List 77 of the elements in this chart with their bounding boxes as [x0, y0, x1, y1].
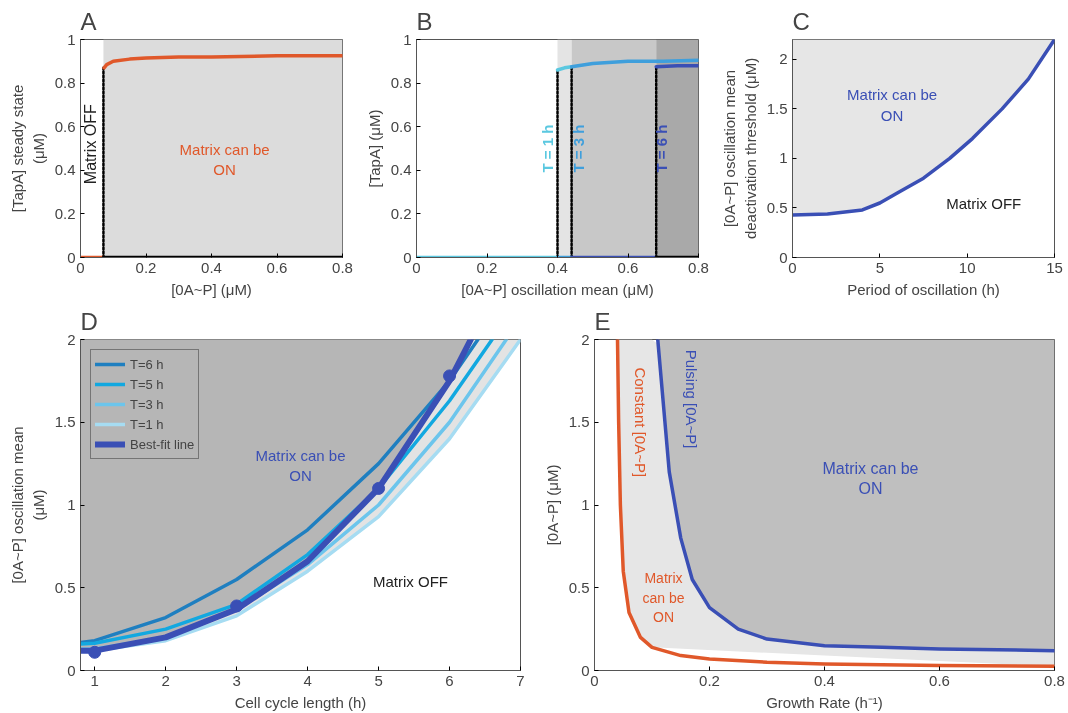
x-tick-label: 4	[303, 671, 312, 689]
legend-label: T=1 h	[130, 416, 164, 432]
y-tick-label: 0.2	[54, 204, 76, 222]
x-axis-title: [0A~P] (μM)	[171, 280, 252, 298]
x-tick-label: 0.8	[1044, 671, 1065, 689]
x-tick-label: 0.2	[476, 258, 498, 276]
x-tick-label: 15	[1046, 258, 1063, 276]
y-tick-label: 1	[581, 496, 590, 513]
y-tick-label: 0.4	[390, 161, 412, 179]
x-tick-label: 0.8	[688, 258, 709, 276]
y-axis-title: [TapA] (μM)	[365, 109, 383, 188]
y-axis-title: [0A~P] oscillation mean deactivation threshold (μM)	[721, 57, 759, 240]
x-tick-label: 0.6	[617, 258, 639, 276]
annotation: Matrix can be ON	[822, 459, 919, 498]
x-tick-label: 5	[875, 258, 885, 276]
y-tick-label: 1.5	[568, 413, 590, 431]
y-tick-label: 0.4	[54, 161, 76, 179]
x-tick-label: 0.6	[929, 671, 950, 689]
y-axis-title: [TapA] steady state (μM)	[9, 84, 47, 213]
legend-label: T=3 h	[130, 396, 164, 412]
x-tick-label: 0.6	[266, 258, 288, 276]
x-tick-label: 0.2	[699, 671, 720, 689]
x-tick-label: 7	[516, 671, 525, 689]
x-tick-label: 1	[90, 671, 99, 689]
x-axis-title: Growth Rate (h⁻¹)	[766, 693, 883, 711]
y-tick-label: 2	[581, 330, 590, 348]
annotation: Matrix can be ON	[179, 140, 270, 179]
y-tick-label: 1	[779, 149, 788, 167]
annotation: Matrix OFF	[373, 572, 448, 590]
x-tick-label: 5	[374, 671, 383, 689]
y-tick-label: 2	[67, 330, 76, 348]
chart-title: B	[416, 7, 433, 35]
legend-label: Best-fit line	[130, 436, 195, 452]
y-axis-title: [0A~P] (μM)	[543, 464, 561, 546]
x-axis-title: Period of oscillation (h)	[847, 280, 1000, 298]
x-tick-label: 0.4	[201, 258, 222, 276]
y-tick-label: 0.6	[54, 117, 76, 135]
x-tick-label: 0.4	[547, 258, 568, 276]
x-tick-label: 10	[958, 258, 976, 276]
annotation: Matrix OFF	[946, 194, 1022, 212]
chart-title: C	[792, 7, 810, 35]
text: Pulsing [0A~P]	[682, 349, 700, 449]
x-tick-label: 2	[161, 671, 170, 689]
annotation: Matrix can be ON	[642, 570, 685, 625]
y-tick-label: 0.5	[54, 578, 76, 596]
y-tick-label: 0.8	[390, 74, 412, 92]
y-tick-label: 0.5	[568, 578, 590, 596]
legend-label: T=6 h	[130, 356, 164, 372]
y-tick-label: 1	[67, 496, 76, 513]
x-tick-label: 0.4	[814, 671, 835, 689]
x-tick-label: 6	[445, 671, 454, 689]
y-tick-label: 0.6	[390, 117, 412, 135]
chart-title: A	[80, 7, 97, 35]
x-tick-label: 0.2	[135, 258, 157, 276]
text: T = 3 h	[570, 124, 588, 173]
x-tick-label: 3	[232, 671, 241, 689]
x-axis-title: Cell cycle length (h)	[234, 693, 367, 711]
text: T = 6 h	[653, 124, 671, 173]
y-tick-label: 1.5	[54, 413, 76, 431]
x-axis-title: [0A~P] oscillation mean (μM)	[461, 280, 654, 298]
text: T = 1 h	[539, 124, 557, 173]
legend-label: T=5 h	[130, 376, 164, 392]
chart-title: E	[594, 307, 611, 335]
text: Constant [0A~P]	[632, 367, 649, 478]
y-tick-label: 0.5	[766, 198, 788, 216]
y-tick-label: 0.2	[390, 204, 412, 222]
y-tick-label: 1	[403, 30, 412, 48]
y-tick-label: 1	[67, 30, 76, 48]
annotation: Matrix can be ON	[847, 86, 938, 124]
annotation: Matrix OFF	[82, 103, 100, 185]
annotation: Matrix can be ON	[255, 446, 346, 484]
y-tick-label: 0.8	[54, 74, 76, 92]
chart-title: D	[80, 307, 98, 335]
y-axis-title: [0A~P] oscillation mean (μM)	[9, 426, 47, 584]
y-tick-label: 1.5	[766, 99, 788, 117]
x-tick-label: 0.8	[332, 258, 353, 276]
y-tick-label: 2	[779, 50, 788, 68]
